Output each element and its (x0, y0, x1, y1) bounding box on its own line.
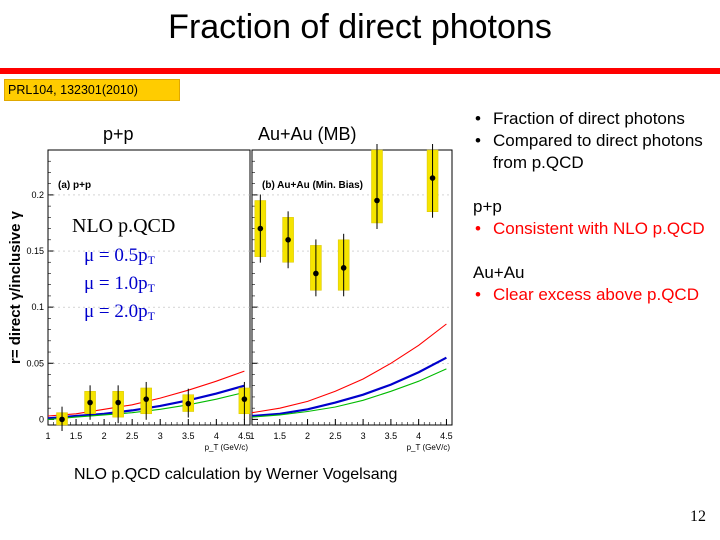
title-divider (0, 68, 720, 74)
data-point-0-2 (115, 399, 121, 406)
data-point-0-5 (241, 396, 248, 402)
y-tick-label-0: 0 (39, 414, 44, 424)
x-tick-label-0-7: 4.5 (238, 431, 251, 441)
x-axis-label-0: p_T (GeV/c) (205, 443, 249, 452)
x-tick-label-1-4: 3 (361, 431, 366, 441)
x-tick-label-1-1: 1.5 (274, 431, 287, 441)
data-point-0-1 (87, 399, 93, 406)
x-tick-label-0-3: 2.5 (126, 431, 139, 441)
panel-inner-label-1: (b) Au+Au (Min. Bias) (262, 180, 363, 191)
y-tick-label-4: 0.2 (31, 190, 44, 200)
summary-text: • Fraction of direct photons • Compared to… (473, 108, 713, 306)
direct-photon-fraction-chart: r= direct γ/inclusive γ 0 0.05 0.1 0.15 0.2 1 1… (7, 144, 453, 452)
y-axis-title: r= direct γ/inclusive γ (7, 210, 24, 364)
data-point-1-3 (340, 265, 347, 271)
nlo-curve-1-1 (251, 356, 447, 418)
data-point-1-1 (285, 236, 291, 243)
auau-panel-label: Au+Au (MB) (258, 124, 357, 144)
x-tick-label-1-5: 3.5 (385, 431, 398, 441)
x-tick-label-0-6: 4 (214, 431, 219, 441)
x-tick-label-0-1: 1.5 (70, 431, 83, 441)
pp-panel-label: p+p (103, 124, 134, 144)
nlo-curve-1-0 (251, 323, 447, 414)
bullet-pp-consistent: • Consistent with NLO p.QCD (475, 219, 705, 238)
data-point-1-2 (313, 270, 319, 277)
pp-heading: p+p (473, 197, 502, 216)
x-tick-label-0-4: 3 (158, 431, 163, 441)
auau-heading: Au+Au (473, 263, 525, 282)
nlo-label: NLO p.QCD (72, 215, 176, 237)
credit-line: NLO p.QCD calculation by Werner Vogelsan… (74, 466, 398, 483)
figure-area: r= direct γ/inclusive γ 0 0.05 0.1 0.15 0.2 1 1… (0, 140, 460, 460)
mu-line-1: μ = 1.0pT (84, 273, 155, 295)
reference-box: PRL104, 132301(2010) (4, 79, 180, 101)
bullet-auau-excess: • Clear excess above p.QCD (475, 285, 699, 304)
data-point-0-3 (143, 396, 149, 402)
x-tick-label-0-0: 1 (45, 431, 50, 441)
mu-line-2: μ = 2.0pT (84, 301, 155, 323)
data-point-1-0 (257, 225, 264, 232)
x-tick-label-1-7: 4.5 (440, 431, 453, 441)
bullet-fraction: • Fraction of direct photons (475, 109, 685, 128)
x-tick-label-1-3: 2.5 (329, 431, 342, 441)
panel-inner-label-0: (a) p+p (58, 180, 91, 191)
x-tick-label-1-6: 4 (416, 431, 421, 441)
x-tick-label-1-0: 1 (249, 431, 254, 441)
bullet-compared: • Compared to direct photons from p.QCD (475, 131, 703, 172)
x-tick-label-1-2: 2 (305, 431, 310, 441)
page-number: 12 (690, 508, 706, 525)
y-tick-label-2: 0.1 (31, 302, 44, 312)
x-axis-label-1: p_T (GeV/c) (407, 443, 451, 452)
data-point-1-5 (429, 175, 436, 181)
x-tick-label-0-2: 2 (102, 431, 107, 441)
slide-title: Fraction of direct photons (168, 8, 552, 46)
x-tick-label-0-5: 3.5 (182, 431, 195, 441)
data-point-0-4 (185, 400, 192, 407)
data-point-1-4 (374, 197, 380, 204)
y-tick-label-1: 0.05 (26, 358, 44, 368)
data-point-0-0 (59, 416, 65, 423)
mu-line-0: μ = 0.5pT (84, 245, 155, 267)
nlo-curve-1-2 (251, 368, 447, 418)
y-tick-label-3: 0.15 (26, 246, 44, 256)
